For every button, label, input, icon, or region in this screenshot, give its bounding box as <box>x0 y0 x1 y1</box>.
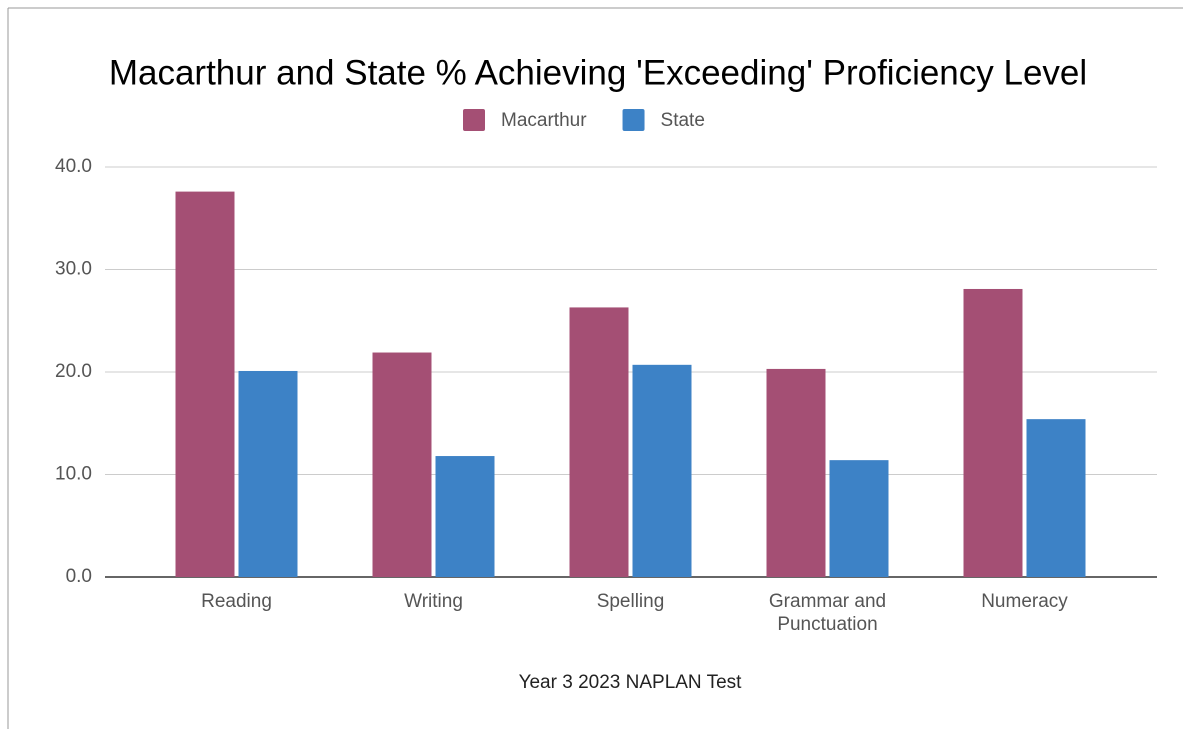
bar <box>238 370 298 577</box>
bar <box>569 307 629 577</box>
y-tick-label: 20.0 <box>55 361 92 382</box>
x-tick-label: Numeracy <box>981 591 1068 612</box>
y-tick-label: 10.0 <box>55 464 92 485</box>
x-tick-label: Spelling <box>596 591 665 612</box>
legend-swatch <box>463 109 485 131</box>
x-tick-label: Writing <box>404 591 463 612</box>
bar <box>829 460 889 577</box>
legend-swatch <box>622 109 645 131</box>
y-tick-label: 40.0 <box>55 156 92 177</box>
x-axis-title: Year 3 2023 NAPLAN Test <box>519 672 743 693</box>
y-tick-label: 0.0 <box>66 566 92 587</box>
legend-label: Macarthur <box>501 110 587 131</box>
bar <box>963 288 1023 577</box>
bar <box>372 352 432 577</box>
bar <box>632 364 692 577</box>
x-tick-label: Reading <box>201 591 272 612</box>
x-tick-label: Grammar and Punctuation <box>768 591 887 635</box>
chart-title: Macarthur and State % Achieving 'Exceedi… <box>109 53 1087 92</box>
legend-label: State <box>661 110 705 131</box>
bar <box>175 191 235 577</box>
y-tick-label: 30.0 <box>55 259 92 280</box>
bar <box>766 368 826 577</box>
bar <box>435 456 495 577</box>
bar <box>1026 419 1086 577</box>
